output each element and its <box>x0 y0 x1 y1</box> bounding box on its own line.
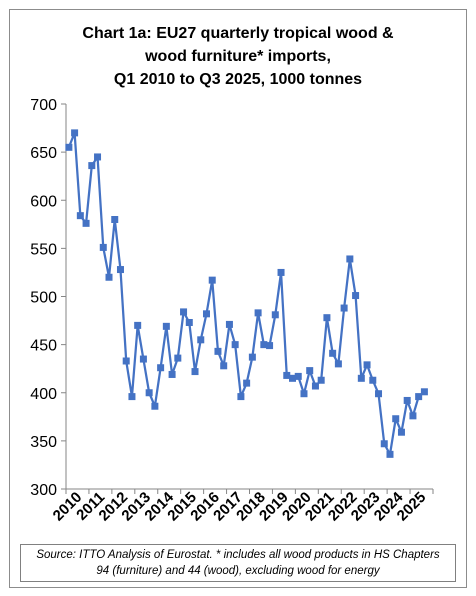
data-point <box>134 321 142 329</box>
data-point <box>71 129 79 137</box>
data-point <box>145 389 153 397</box>
data-point <box>363 361 371 369</box>
data-point <box>375 390 383 398</box>
y-tick-label: 500 <box>30 290 57 307</box>
data-point <box>99 243 107 251</box>
data-point <box>277 268 285 276</box>
y-tick-label: 650 <box>30 145 57 162</box>
source-note-line-1: Source: ITTO Analysis of Eurostat. * inc… <box>36 549 440 561</box>
data-point <box>197 336 205 344</box>
data-point <box>220 362 228 370</box>
data-point <box>162 322 170 330</box>
series-imports <box>65 129 428 458</box>
data-point <box>202 310 210 318</box>
data-point <box>306 367 314 375</box>
y-axis: 300 350 400 450 500 550 600 650 700 <box>30 97 67 499</box>
y-tick-label: 550 <box>30 241 57 258</box>
data-point <box>76 212 84 220</box>
data-point <box>403 396 411 404</box>
series-line <box>67 131 426 456</box>
data-point <box>266 342 274 350</box>
y-tick-label: 350 <box>30 434 57 451</box>
data-point <box>174 354 182 362</box>
data-point <box>151 402 159 410</box>
data-point <box>139 355 147 363</box>
data-point <box>208 276 216 284</box>
data-point <box>128 393 136 401</box>
data-point <box>248 353 256 361</box>
y-tick-label: 600 <box>30 193 57 210</box>
data-point <box>369 376 377 384</box>
data-point <box>300 390 308 398</box>
data-point <box>283 371 291 379</box>
data-point <box>94 153 102 161</box>
chart-title-line-1: Chart 1a: EU27 quarterly tropical wood & <box>82 25 394 42</box>
data-point <box>334 360 342 368</box>
data-point <box>271 311 279 319</box>
chart-title-line-2: wood furniture* imports, <box>145 48 331 65</box>
data-point <box>105 273 113 281</box>
data-point <box>289 374 297 382</box>
data-point <box>409 412 417 420</box>
data-point <box>122 357 130 365</box>
data-point <box>214 347 222 355</box>
data-point <box>180 308 188 316</box>
data-point <box>243 379 251 387</box>
data-point <box>323 314 331 322</box>
source-note-line-2: 94 (furniture) and 44 (wood), excluding … <box>96 565 380 577</box>
data-point <box>357 374 365 382</box>
data-point <box>231 341 239 349</box>
x-axis: 2010201120122013201420152016201720182019… <box>50 488 434 524</box>
data-point <box>116 266 124 274</box>
data-point <box>380 440 388 448</box>
data-point <box>225 320 233 328</box>
data-point <box>294 372 302 380</box>
chart-title: Chart 1a: EU27 quarterly tropical wood &… <box>0 22 476 91</box>
data-point <box>65 143 73 151</box>
y-tick-label: 400 <box>30 386 57 403</box>
source-note: Source: ITTO Analysis of Eurostat. * inc… <box>20 544 456 582</box>
data-point <box>420 388 428 396</box>
data-point <box>352 292 360 300</box>
data-point <box>82 219 90 227</box>
data-point <box>168 370 176 378</box>
data-point <box>157 364 165 372</box>
data-point <box>311 382 319 390</box>
data-point <box>317 376 325 384</box>
data-point <box>191 368 199 376</box>
data-point <box>185 318 193 326</box>
y-tick-label: 700 <box>30 97 57 114</box>
data-point <box>237 393 245 401</box>
data-point <box>260 341 268 349</box>
data-point <box>254 309 262 317</box>
chart-frame <box>9 9 467 588</box>
data-point <box>346 255 354 263</box>
y-tick-label: 450 <box>30 338 57 355</box>
data-point <box>111 216 119 223</box>
data-point <box>415 393 423 401</box>
data-point <box>340 304 348 312</box>
data-point <box>88 162 96 170</box>
data-point <box>397 428 405 436</box>
data-point <box>329 349 337 357</box>
chart-title-line-3: Q1 2010 to Q3 2025, 1000 tonnes <box>113 71 363 88</box>
data-point <box>386 450 394 458</box>
y-tick-label: 300 <box>30 482 57 499</box>
data-point <box>392 415 400 423</box>
